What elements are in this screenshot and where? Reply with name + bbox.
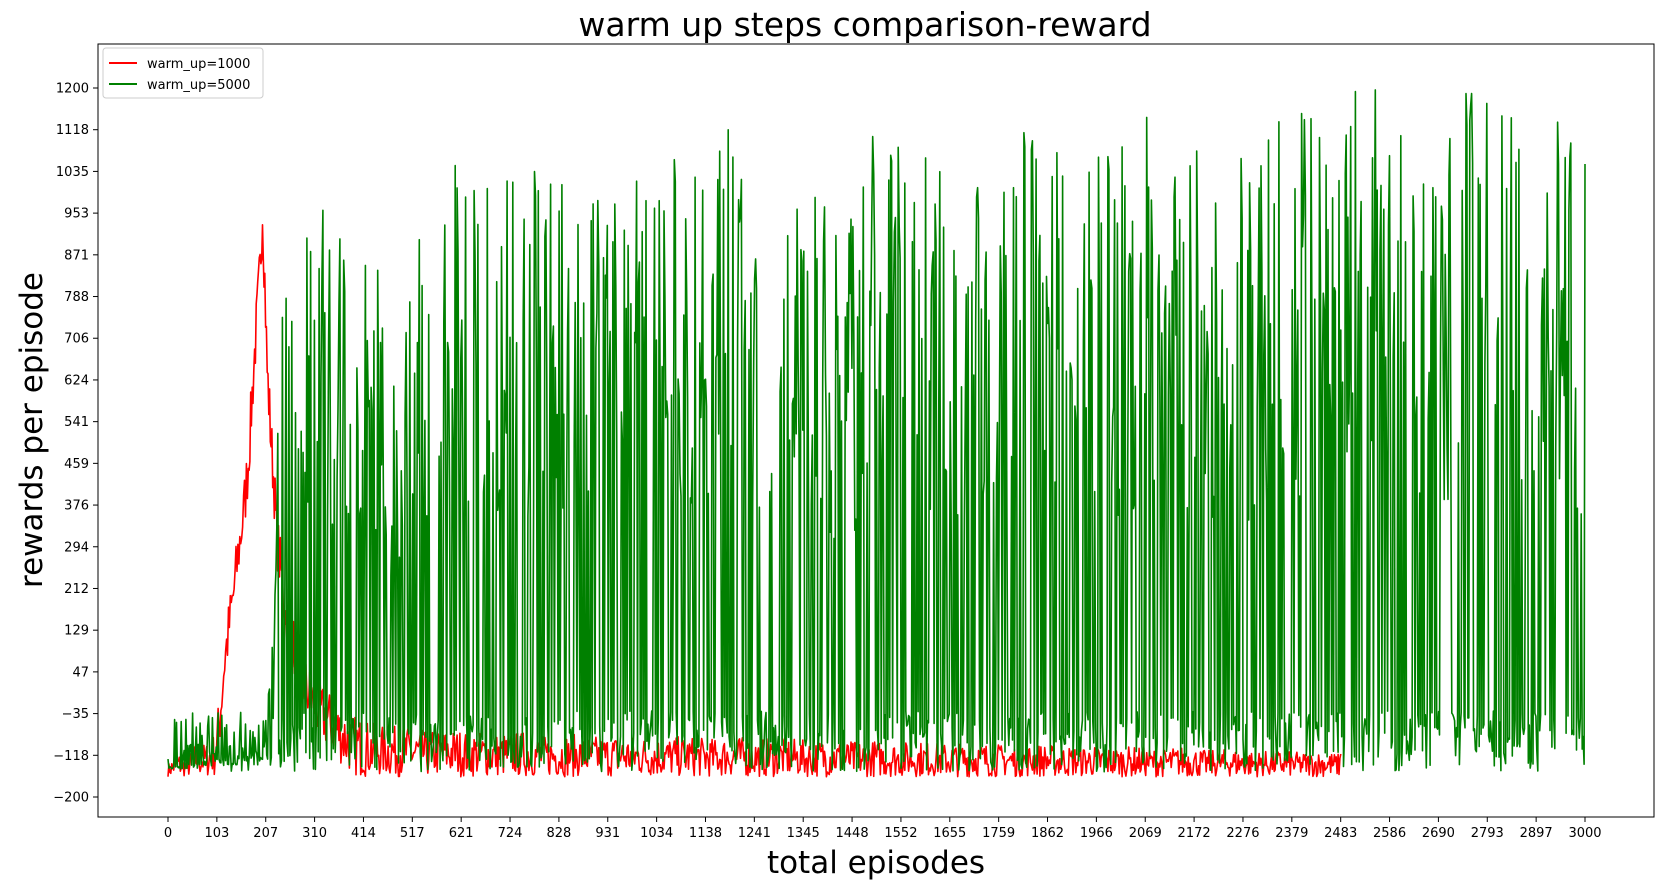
- y-tick-label: −35: [62, 707, 89, 722]
- x-tick-label: 2276: [1226, 826, 1259, 841]
- x-axis: 0 103 207 310 414 517 621 724 828 931 1034 1138 1241…: [164, 817, 1602, 841]
- x-tick-label: 1552: [884, 826, 917, 841]
- y-tick-label: 706: [64, 332, 89, 347]
- legend: warm_up=1000 warm_up=5000: [102, 47, 264, 99]
- y-tick-label: 541: [64, 415, 89, 430]
- x-tick-label: 1345: [787, 826, 820, 841]
- x-tick-label: 2793: [1471, 826, 1504, 841]
- plot-frame: [97, 43, 1655, 818]
- y-axis-title: rewards per episode: [14, 272, 50, 588]
- y-tick-label: 294: [64, 540, 89, 555]
- y-tick-label: 47: [72, 665, 89, 680]
- x-tick-label: 1034: [640, 826, 673, 841]
- x-tick-label: 1241: [738, 826, 771, 841]
- x-tick-label: 1759: [982, 826, 1015, 841]
- x-tick-label: 2586: [1373, 826, 1406, 841]
- x-tick-label: 828: [546, 826, 571, 841]
- y-tick-label: 624: [64, 373, 89, 388]
- x-axis-title: total episodes: [767, 845, 985, 881]
- y-axis: −200 −118 −35 47 129 212 294 376 459 541 624 706 788…: [53, 82, 98, 806]
- x-tick-label: 621: [449, 826, 474, 841]
- x-tick-label: 724: [498, 826, 523, 841]
- y-tick-label: 1118: [56, 123, 89, 138]
- x-tick-label: 2379: [1275, 826, 1308, 841]
- x-tick-label: 1655: [933, 826, 966, 841]
- x-tick-label: 310: [302, 826, 327, 841]
- y-tick-label: 212: [64, 582, 89, 597]
- x-tick-label: 931: [595, 826, 620, 841]
- x-tick-label: 2069: [1129, 826, 1162, 841]
- legend-box: [102, 47, 264, 99]
- x-tick-label: 2897: [1520, 826, 1553, 841]
- x-tick-label: 1138: [689, 826, 722, 841]
- x-tick-label: 1966: [1080, 826, 1113, 841]
- y-tick-label: 1200: [56, 82, 89, 97]
- y-tick-label: −118: [53, 749, 89, 764]
- x-tick-label: 0: [164, 826, 172, 841]
- legend-label-warm-up-1000: warm_up=1000: [147, 57, 250, 72]
- legend-label-warm-up-5000: warm_up=5000: [147, 78, 250, 93]
- x-tick-label: 103: [204, 826, 229, 841]
- x-tick-label: 1448: [836, 826, 869, 841]
- y-tick-label: 376: [64, 499, 89, 514]
- x-tick-label: 414: [351, 826, 376, 841]
- x-tick-label: 1862: [1031, 826, 1064, 841]
- y-tick-label: 1035: [56, 165, 89, 180]
- chart-title: warm up steps comparison-reward: [578, 5, 1151, 44]
- x-tick-label: 207: [253, 826, 278, 841]
- y-tick-label: 129: [64, 624, 89, 639]
- series-layer: [167, 89, 1586, 778]
- y-tick-label: 953: [64, 207, 89, 222]
- x-tick-label: 517: [400, 826, 425, 841]
- x-tick-label: 2690: [1422, 826, 1455, 841]
- x-tick-label: 3000: [1568, 826, 1601, 841]
- y-tick-label: −200: [53, 791, 89, 806]
- y-tick-label: 871: [64, 248, 89, 263]
- x-tick-label: 2172: [1178, 826, 1211, 841]
- y-tick-label: 788: [64, 290, 89, 305]
- x-tick-label: 2483: [1324, 826, 1357, 841]
- y-tick-label: 459: [64, 457, 89, 472]
- series-line-warm-up-5000: [167, 89, 1586, 773]
